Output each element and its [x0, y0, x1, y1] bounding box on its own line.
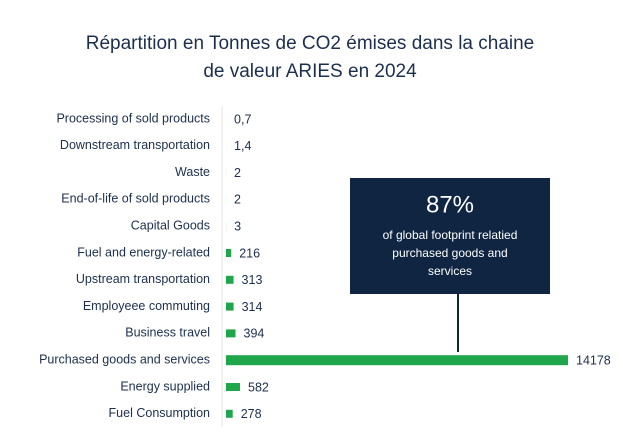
- value-label: 0,7: [234, 112, 251, 126]
- value-label: 314: [242, 300, 263, 314]
- bar: [226, 302, 234, 311]
- annotation-box: [350, 178, 550, 294]
- annotation-text: of global footprint relatied: [383, 228, 518, 242]
- value-label: 2: [234, 166, 241, 180]
- value-label: 582: [248, 380, 269, 394]
- category-label: Fuel and energy-related: [77, 245, 210, 259]
- category-label: Energy supplied: [120, 379, 210, 393]
- value-label: 2: [234, 193, 241, 207]
- category-label: Capital Goods: [131, 218, 210, 232]
- value-label: 313: [242, 273, 263, 287]
- category-label: Downstream transportation: [60, 138, 210, 152]
- value-label: 278: [241, 407, 262, 421]
- value-label: 394: [244, 327, 265, 341]
- category-label: Fuel Consumption: [109, 406, 210, 420]
- category-label: Purchased goods and services: [39, 352, 210, 366]
- bar: [226, 383, 241, 391]
- annotation-text: purchased goods and: [392, 246, 507, 260]
- category-label: Business travel: [125, 326, 210, 340]
- category-label: Upstream transportation: [76, 272, 210, 286]
- value-label: 3: [234, 219, 241, 233]
- annotation-headline: 87%: [426, 191, 474, 218]
- category-label: Processing of sold products: [56, 111, 210, 125]
- bar: [226, 275, 234, 284]
- annotation-text: services: [428, 264, 472, 278]
- value-label: 1,4: [234, 139, 251, 153]
- value-label: 14178: [576, 353, 611, 367]
- category-label: Employeee commuting: [83, 299, 210, 313]
- category-label: Waste: [175, 165, 210, 179]
- category-label: End-of-life of sold products: [61, 192, 210, 206]
- bar: [226, 409, 233, 418]
- value-label: 216: [239, 246, 260, 260]
- chart-title: Répartition en Tonnes de CO2 émises dans…: [85, 33, 535, 82]
- bar: [226, 249, 232, 257]
- bar: [226, 329, 236, 338]
- bar: [226, 355, 568, 366]
